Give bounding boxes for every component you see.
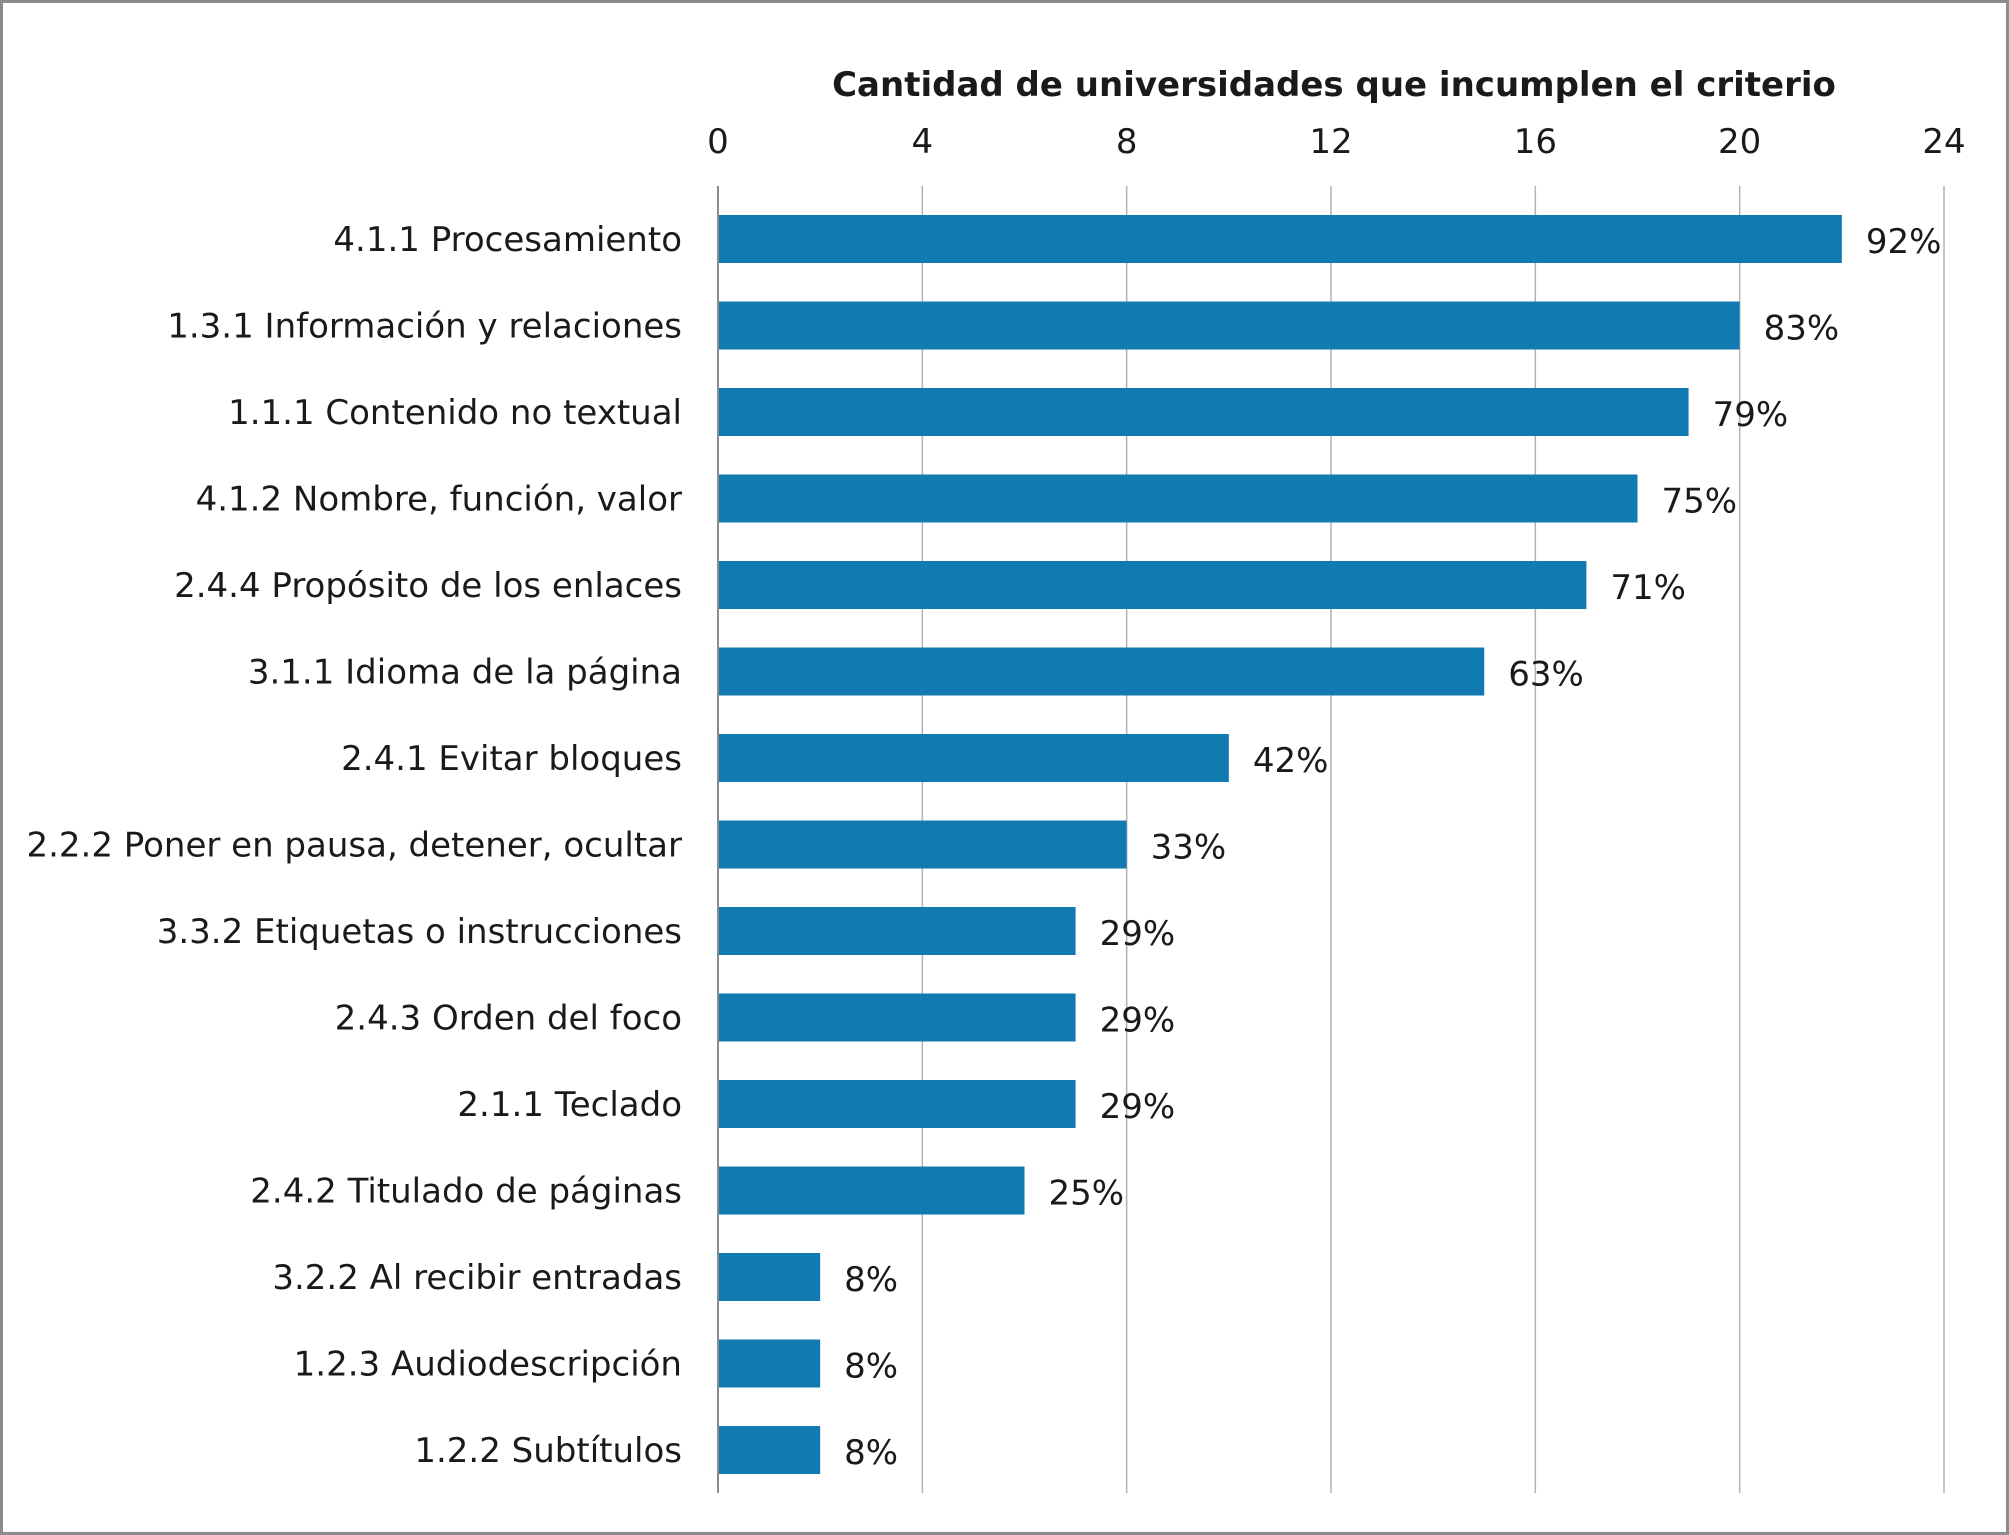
x-tick-label: 0 <box>707 122 729 162</box>
category-label: 2.2.2 Poner en pausa, detener, ocultar <box>26 826 682 866</box>
x-tick-label: 12 <box>1309 122 1352 162</box>
x-tick-label: 24 <box>1922 122 1965 162</box>
data-label: 63% <box>1508 655 1584 695</box>
bar <box>718 215 1842 263</box>
x-tick-label: 8 <box>1116 122 1138 162</box>
x-tick-label: 16 <box>1514 122 1557 162</box>
bar <box>718 388 1689 436</box>
data-label: 71% <box>1610 568 1686 608</box>
data-label: 29% <box>1100 1087 1176 1127</box>
bars <box>718 215 1842 1474</box>
bar <box>718 1166 1025 1215</box>
category-label: 3.3.2 Etiquetas o instrucciones <box>157 912 682 952</box>
bar <box>718 820 1127 869</box>
bar <box>718 647 1485 696</box>
category-label: 2.4.3 Orden del foco <box>335 999 682 1039</box>
category-labels: 4.1.1 Procesamiento 1.3.1 Información y r… <box>26 220 682 1471</box>
x-tick-label: 20 <box>1718 122 1761 162</box>
data-label: 83% <box>1764 309 1840 349</box>
category-label: 1.2.2 Subtítulos <box>414 1431 682 1471</box>
category-label: 4.1.1 Procesamiento <box>333 220 682 260</box>
bar <box>718 1080 1076 1128</box>
bar <box>718 474 1638 523</box>
data-label: 42% <box>1253 741 1329 781</box>
data-label: 79% <box>1713 395 1789 435</box>
data-label: 25% <box>1049 1174 1125 1214</box>
data-label: 75% <box>1662 482 1738 522</box>
data-label: 29% <box>1100 1001 1176 1041</box>
x-axis-ticks: 0 4 8 12 16 20 24 <box>707 122 1965 162</box>
data-label: 8% <box>844 1347 898 1387</box>
x-tick-label: 4 <box>912 122 934 162</box>
data-label: 33% <box>1151 828 1227 868</box>
category-label: 2.4.2 Titulado de páginas <box>250 1172 682 1212</box>
category-label: 2.1.1 Teclado <box>457 1085 682 1125</box>
data-labels: 92% 83% 79% 75% 71% 63% 42% 33% 29% 29% 29% 25% 8% 8%… <box>844 222 1941 1473</box>
category-label: 1.3.1 Información y relaciones <box>167 307 682 347</box>
category-label: 2.4.1 Evitar bloques <box>341 739 682 779</box>
category-label: 3.2.2 Al recibir entradas <box>272 1258 682 1298</box>
data-label: 92% <box>1866 222 1942 262</box>
category-label: 3.1.1 Idioma de la página <box>248 653 682 693</box>
data-label: 8% <box>844 1433 898 1473</box>
category-label: 2.4.4 Propósito de los enlaces <box>174 566 682 606</box>
bar <box>718 1339 821 1388</box>
bar <box>718 734 1229 782</box>
bar <box>718 561 1587 609</box>
bar-chart: Cantidad de universidades que incumplen … <box>26 65 1966 1493</box>
x-axis-title: Cantidad de universidades que incumplen … <box>832 65 1836 105</box>
category-label: 1.2.3 Audiodescripción <box>294 1345 682 1385</box>
data-label: 29% <box>1100 914 1176 954</box>
category-label: 1.1.1 Contenido no textual <box>228 393 682 433</box>
bar <box>718 1253 821 1301</box>
bar <box>718 907 1076 955</box>
bar <box>718 993 1076 1042</box>
bar <box>718 1426 821 1474</box>
data-label: 8% <box>844 1260 898 1300</box>
category-label: 4.1.2 Nombre, función, valor <box>196 480 682 520</box>
bar <box>718 301 1740 350</box>
